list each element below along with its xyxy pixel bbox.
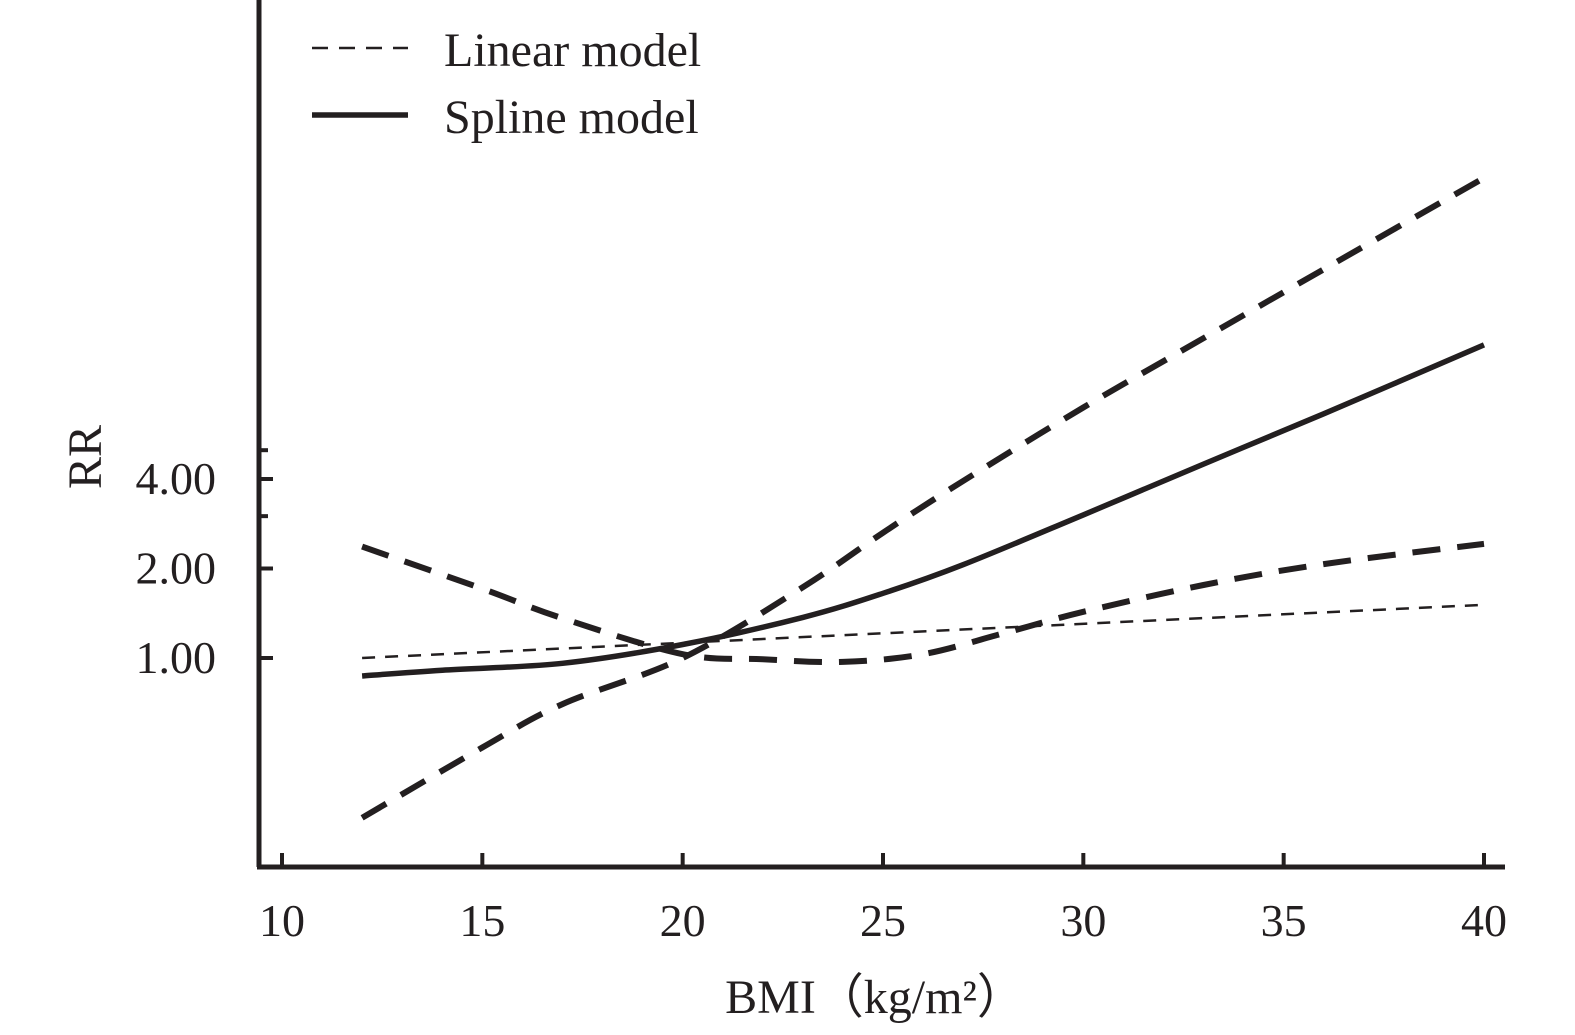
upper-ci-line (360, 175, 1486, 821)
spline-model-legend-label: Spline model (444, 91, 699, 144)
linear-model-line (362, 603, 1485, 660)
y-axis-ticks: 1.00 2.00 4.00 (136, 448, 273, 683)
lower-ci-line (361, 540, 1485, 666)
series-layer (360, 175, 1486, 821)
y-tick-label: 1.00 (136, 632, 217, 683)
x-tick-label: 40 (1461, 895, 1507, 946)
y-tick-label: 2.00 (136, 543, 217, 594)
spline-model-line (361, 342, 1486, 679)
x-tick-label: 35 (1261, 895, 1307, 946)
x-tick-label: 10 (259, 895, 305, 946)
x-tick-label: 25 (860, 895, 906, 946)
x-tick-label: 20 (660, 895, 706, 946)
x-tick-label: 15 (459, 895, 505, 946)
x-tick-label: 30 (1060, 895, 1106, 946)
x-axis-ticks: 10 15 20 25 30 35 40 (259, 853, 1507, 946)
linear-model-legend-label: Linear model (444, 24, 701, 77)
x-axis-title: BMI（kg/m²） (725, 971, 1025, 1024)
y-axis-title: RR (59, 425, 112, 489)
y-tick-label: 4.00 (136, 453, 217, 504)
legend: Linear model Spline model (312, 24, 701, 144)
